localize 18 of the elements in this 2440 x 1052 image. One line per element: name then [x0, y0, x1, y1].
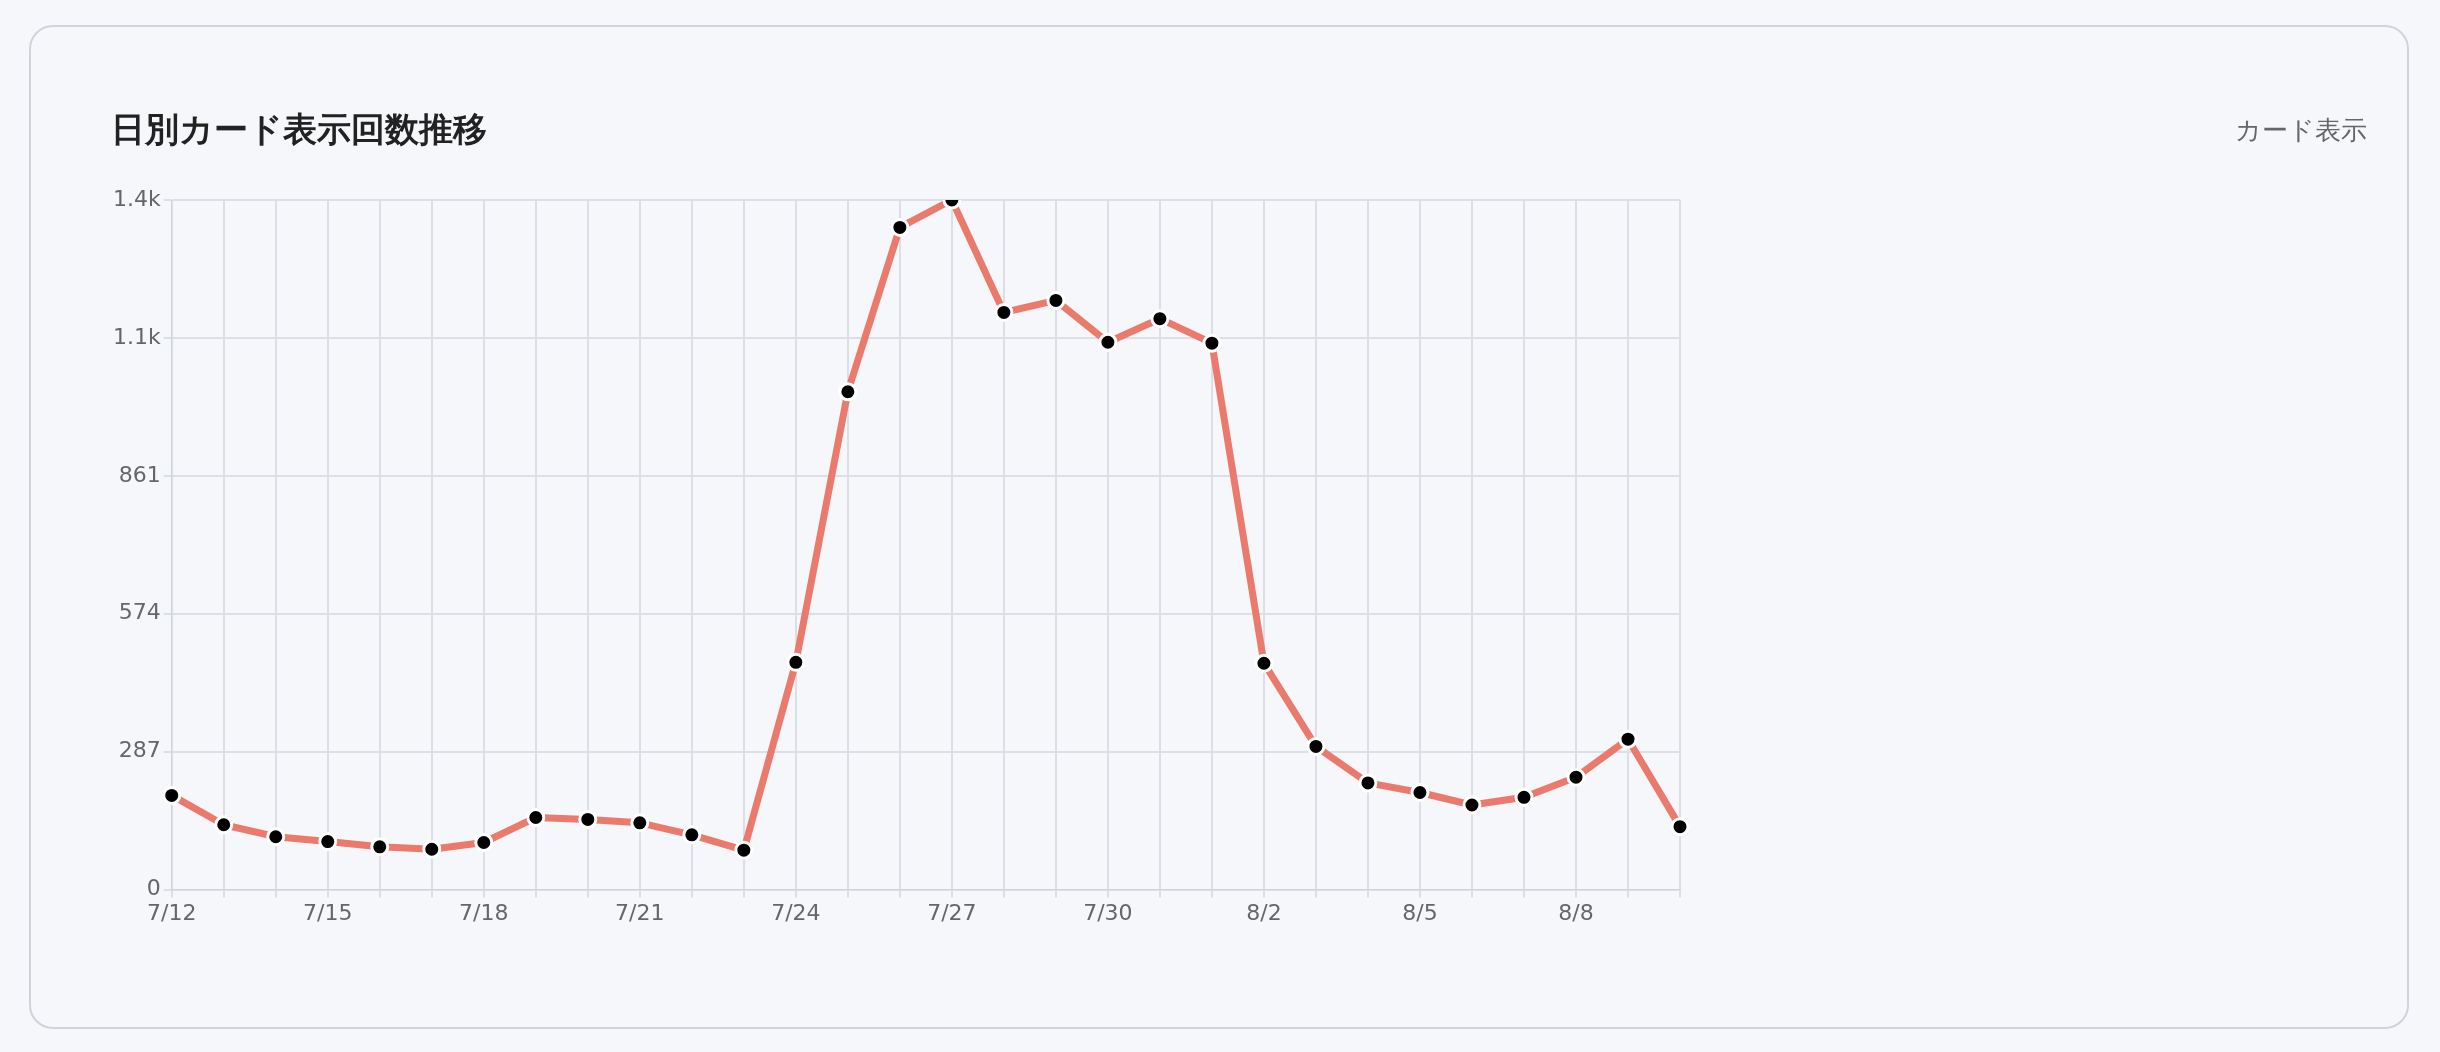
y-tick-label: 0	[146, 875, 161, 901]
text: カード表示	[2235, 114, 2367, 147]
chart-title: 日別カード表示回数推移	[111, 108, 487, 151]
x-tick-label: 7/30	[1083, 899, 1133, 925]
y-tick-label: 574	[118, 599, 161, 625]
x-tick-label: 7/12	[147, 899, 197, 925]
x-tick-label: 8/5	[1402, 899, 1438, 925]
x-tick-label: 7/18	[459, 899, 509, 925]
x-tick-label: 8/2	[1246, 899, 1282, 925]
y-tick-label: 861	[118, 461, 161, 487]
x-tick-label: 8/8	[1558, 899, 1594, 925]
y-tick-label: 287	[118, 737, 161, 763]
x-tick-label: 7/21	[615, 899, 665, 925]
x-tick-label: 7/27	[927, 899, 977, 925]
y-tick-label: 1.4k	[112, 185, 161, 211]
x-tick-label: 7/24	[771, 899, 821, 925]
y-tick-label: 1.1k	[112, 323, 161, 349]
x-tick-label: 7/15	[303, 899, 353, 925]
